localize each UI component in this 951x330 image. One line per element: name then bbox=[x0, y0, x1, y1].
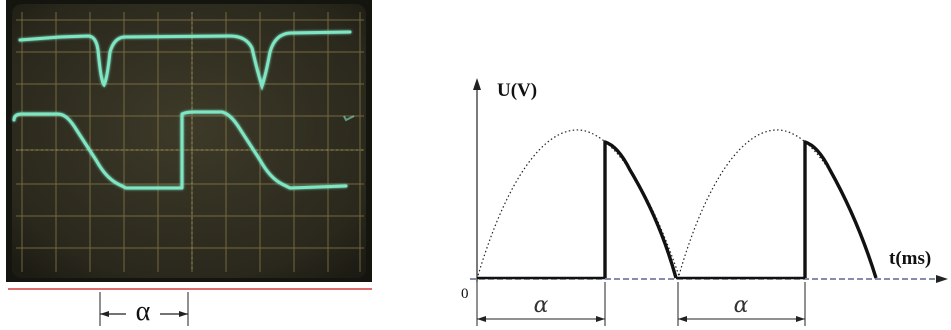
output-pulse-1 bbox=[603, 140, 678, 279]
y-axis-label: U(V) bbox=[497, 80, 537, 101]
x-axis-arrow bbox=[936, 275, 948, 283]
trace-artifact bbox=[343, 115, 355, 122]
x-axis-label: t(ms) bbox=[889, 248, 931, 269]
oscilloscope-graticule bbox=[16, 12, 364, 272]
alpha-dimension-1 bbox=[477, 316, 605, 322]
trigger-spike-trace bbox=[18, 30, 352, 91]
voltage-diagram bbox=[470, 78, 948, 326]
sine-envelope-1 bbox=[476, 129, 681, 280]
y-axis-arrow bbox=[473, 78, 481, 90]
alpha-dimension-2 bbox=[678, 316, 805, 322]
alpha-label-1: α bbox=[534, 293, 549, 318]
scope-alpha-dimension bbox=[99, 292, 189, 326]
scope-alpha-label: α bbox=[136, 296, 151, 327]
chopped-voltage-trace bbox=[12, 110, 348, 190]
oscilloscope-screen bbox=[6, 0, 372, 282]
alpha-label-2: α bbox=[734, 293, 749, 318]
screen-display bbox=[12, 4, 366, 278]
output-pulse-2 bbox=[803, 140, 878, 279]
origin-label: 0 bbox=[461, 286, 469, 302]
graticule-center-axes bbox=[16, 12, 364, 272]
